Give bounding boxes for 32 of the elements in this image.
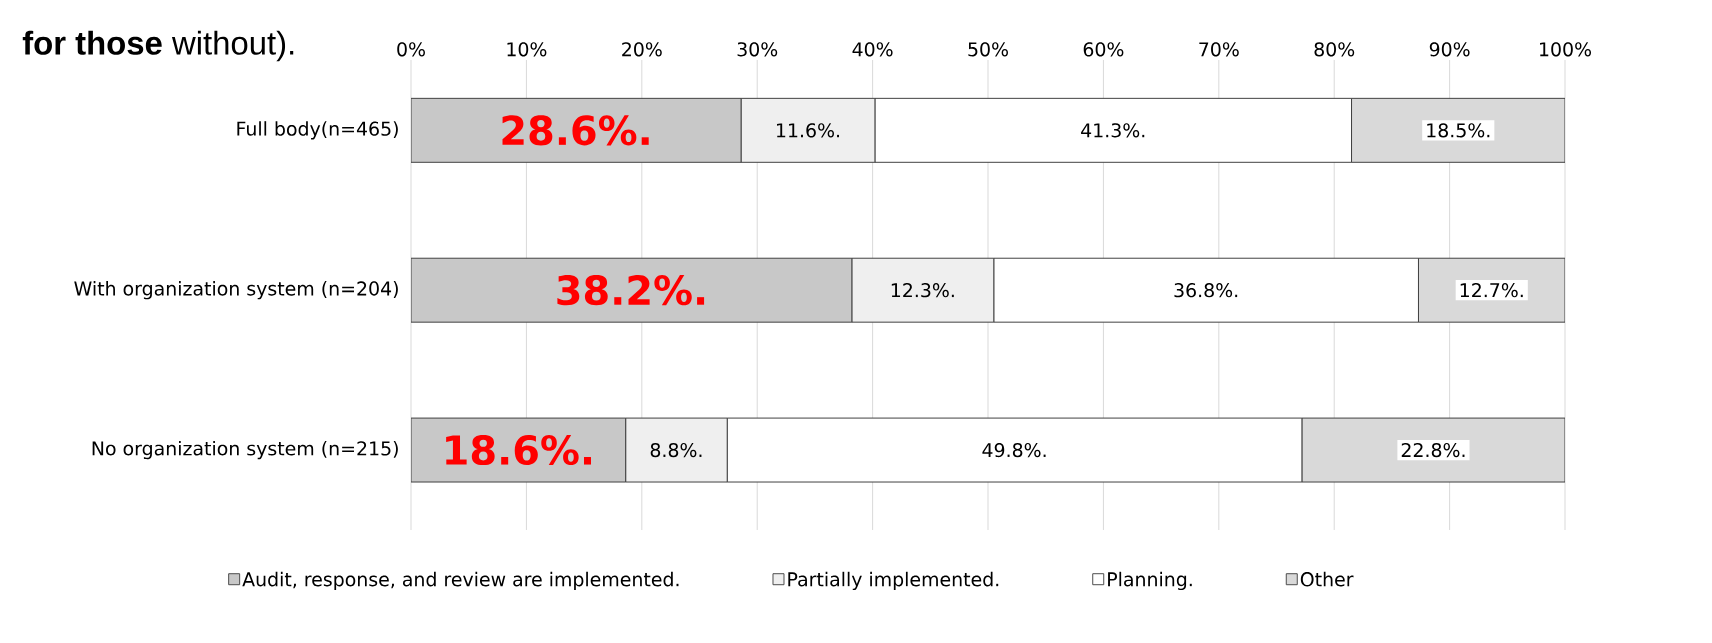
x-tick-label: 30% (737, 42, 778, 57)
legend-label: Planning. (1108, 571, 1192, 591)
data-label: 22.8%. (1401, 442, 1465, 458)
x-tick-label: 90% (1429, 42, 1470, 57)
legend-label: Audit, response, and review are implemented. (242, 571, 679, 591)
x-tick-label: 80% (1314, 42, 1355, 57)
x-tick-label: 100% (1540, 42, 1592, 57)
data-label: 28.6%. (502, 115, 649, 146)
data-label: 41.3%. (1081, 123, 1145, 138)
data-label: 12.7%. (1460, 283, 1523, 298)
x-tick-label: 70% (1199, 42, 1239, 57)
chart-title: for those without). (22, 30, 294, 62)
x-tick-label: 40% (852, 42, 893, 57)
data-label: 49.8%. (982, 442, 1046, 458)
legend-label: Other (1300, 571, 1354, 587)
data-label: 36.8%. (1174, 283, 1238, 298)
y-tick-label: Full body(n=465) (237, 121, 398, 140)
legend-label: Partially implemented. (788, 571, 999, 591)
data-label: 8.8%. (650, 442, 702, 458)
data-label: 18.6%. (446, 434, 591, 466)
bar (411, 257, 853, 323)
data-label: 38.2%. (557, 275, 705, 306)
data-label: 18.5%. (1427, 123, 1490, 138)
data-label: 12.3%. (891, 283, 954, 298)
y-tick-label: No organization system (n=215) (92, 440, 398, 460)
x-tick-label: 60% (1083, 42, 1124, 57)
data-label: 11.6%. (777, 123, 840, 138)
x-tick-label: 50% (968, 42, 1008, 57)
x-tick-label: 20% (622, 42, 662, 57)
y-tick-label: With organization system (n=204) (74, 281, 398, 300)
x-tick-label: 0% (397, 42, 425, 57)
x-tick-label: 10% (507, 42, 547, 57)
